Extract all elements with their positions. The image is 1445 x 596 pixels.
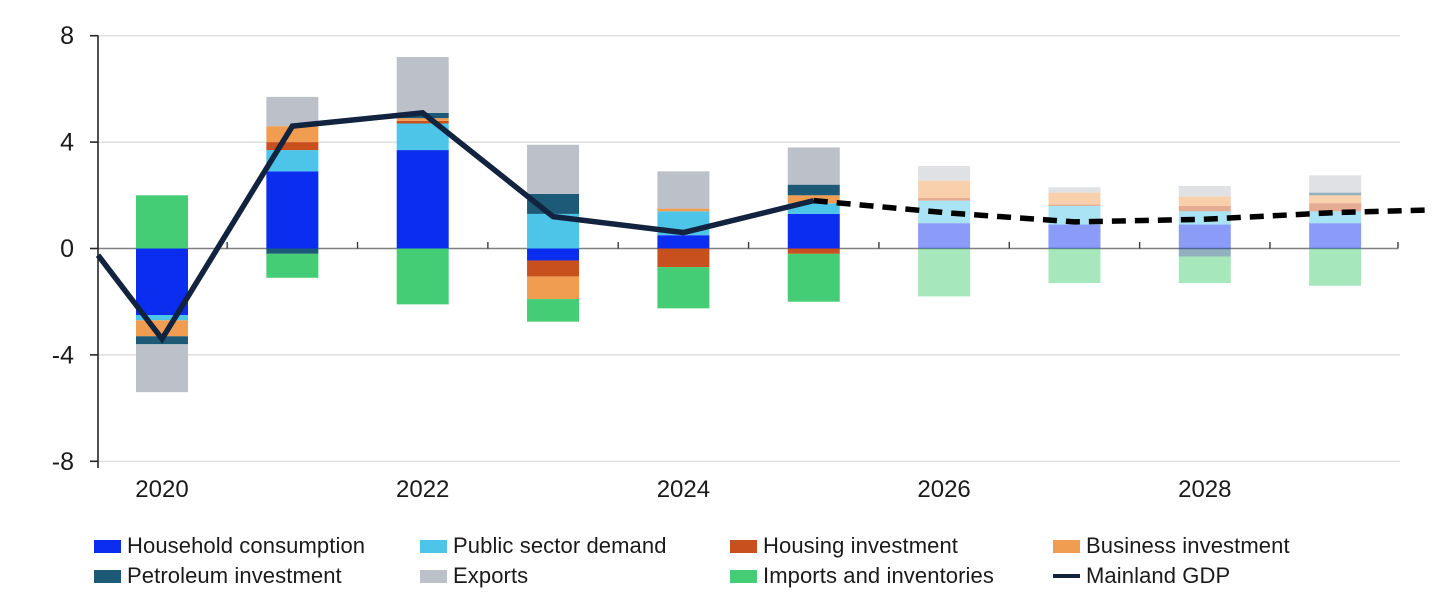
x-tick-label: 2026: [917, 476, 970, 503]
legend-label: Imports and inventories: [763, 563, 994, 588]
bar-segment-public: [918, 200, 971, 224]
bar-segment-imports: [396, 248, 449, 305]
bar-segment-public: [1309, 211, 1362, 224]
bar-segment-household: [1048, 224, 1101, 249]
bar-segment-housing: [1178, 205, 1231, 212]
bar-segment-exports: [1178, 185, 1231, 197]
bar-segment-business: [1048, 192, 1101, 205]
bar-segment-exports: [266, 96, 319, 127]
bar-segment-imports: [527, 299, 580, 322]
household-consumption-swatch: [94, 539, 121, 553]
bar-segment-imports: [1309, 248, 1362, 286]
bar-segment-household: [527, 248, 580, 261]
bar-segment-exports: [136, 344, 188, 393]
legend-item-imports-and-inventories: Imports and inventories: [730, 563, 994, 589]
x-tick-label: 2020: [135, 476, 188, 503]
legend-label: Business investment: [1086, 533, 1290, 558]
bar-segment-household: [266, 171, 319, 249]
bar-segment-business: [396, 118, 449, 121]
bar-segment-housing: [787, 248, 840, 254]
gdp-line-dashed: [813, 197, 1431, 225]
bar-segment-housing: [266, 142, 319, 151]
bar-segment-housing: [657, 248, 710, 268]
y-tick-label: 8: [60, 22, 74, 50]
bar-segment-household: [787, 213, 840, 249]
x-tick-label: 2022: [396, 476, 449, 503]
x-tick-label: 2024: [657, 476, 710, 503]
bar-segment-housing: [396, 120, 449, 124]
bar-segment-imports: [136, 195, 188, 249]
x-tick-label: 2028: [1178, 476, 1231, 503]
bar-segment-public: [787, 203, 840, 214]
bar-segment-exports: [787, 147, 840, 185]
bar-segment-business: [527, 276, 580, 300]
bar-segment-housing: [918, 197, 971, 201]
bar-segment-business: [266, 126, 319, 143]
bar-segment-petroleum: [1309, 192, 1362, 196]
bar-segment-imports: [266, 253, 319, 278]
legend-label: Exports: [453, 563, 529, 588]
legend-label: Mainland GDP: [1086, 563, 1231, 588]
y-tick-label: -8: [52, 448, 74, 476]
bar-segment-business: [787, 195, 840, 204]
petroleum-investment-swatch: [94, 569, 121, 583]
bar-segment-household: [1178, 224, 1231, 249]
bar-segment-household: [396, 150, 449, 249]
bar-segment-housing: [1309, 203, 1362, 212]
bar-segment-exports: [657, 171, 710, 209]
exports-swatch: [420, 569, 447, 583]
bar-segment-petroleum: [266, 248, 319, 254]
y-tick-label: -4: [52, 341, 74, 369]
bar-segment-household: [657, 235, 710, 249]
bar-segment-household: [918, 223, 971, 249]
bar-segment-imports: [918, 248, 971, 297]
legend-label: Public sector demand: [453, 533, 667, 558]
legend-item-business-investment: Business investment: [1053, 533, 1290, 559]
bar-segment-imports: [787, 253, 840, 302]
bar-segment-exports: [527, 144, 580, 194]
bar-segment-public: [1048, 205, 1101, 225]
business-investment-swatch: [1053, 539, 1080, 553]
legend-item-exports: Exports: [420, 563, 528, 589]
mainland-gdp-line-swatch: [1053, 574, 1080, 578]
y-tick-label: 0: [60, 235, 74, 263]
bar-segment-household: [136, 248, 188, 315]
bar-segment-imports: [657, 267, 710, 309]
bar-segment-imports: [1178, 256, 1231, 284]
bar-segment-exports: [396, 56, 449, 113]
gdp-line-solid: [95, 109, 815, 344]
legend-item-household-consumption: Household consumption: [94, 533, 365, 559]
bar-segment-petroleum: [787, 184, 840, 196]
imports-and-inventories-swatch: [730, 569, 757, 583]
bar-segment-exports: [1048, 187, 1101, 193]
bar-segment-public: [266, 150, 319, 172]
legend-item-petroleum-investment: Petroleum investment: [94, 563, 342, 589]
bar-segment-housing: [527, 260, 580, 277]
bar-segment-business: [657, 208, 710, 212]
housing-investment-swatch: [730, 539, 757, 553]
bar-segment-public: [136, 315, 188, 321]
public-sector-demand-swatch: [420, 539, 447, 553]
legend-label: Housing investment: [763, 533, 959, 558]
bar-segment-exports: [918, 166, 971, 181]
bar-segment-exports: [1309, 175, 1362, 193]
legend-label: Petroleum investment: [127, 563, 342, 588]
bar-segment-housing: [1048, 204, 1101, 206]
y-tick-label: 4: [60, 129, 74, 157]
bar-segment-imports: [1048, 248, 1101, 284]
legend-item-mainland-gdp: Mainland GDP: [1053, 563, 1230, 589]
legend-label: Household consumption: [127, 533, 366, 558]
legend-item-public-sector-demand: Public sector demand: [420, 533, 667, 559]
bar-segment-business: [918, 180, 971, 198]
legend-item-housing-investment: Housing investment: [730, 533, 958, 559]
bar-segment-household: [1309, 223, 1362, 249]
bar-segment-petroleum: [1178, 248, 1231, 257]
bar-segment-business: [1309, 195, 1362, 204]
bar-segment-business: [1178, 196, 1231, 206]
